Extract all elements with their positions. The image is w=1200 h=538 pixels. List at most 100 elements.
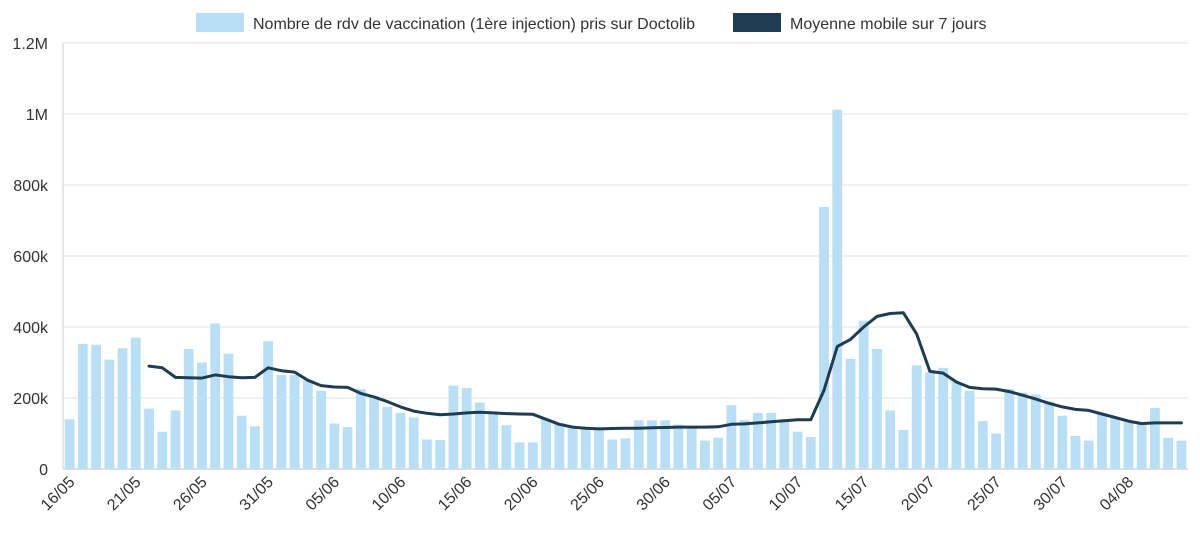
bar bbox=[355, 389, 366, 469]
bar bbox=[541, 419, 551, 469]
y-tick-label: 1M bbox=[26, 107, 48, 124]
y-tick-label: 400k bbox=[13, 320, 49, 337]
bar bbox=[488, 412, 499, 469]
bar bbox=[395, 412, 406, 469]
x-tick-label: 15/07 bbox=[832, 474, 872, 514]
bar bbox=[819, 207, 829, 469]
y-tick-label: 600k bbox=[13, 249, 49, 266]
bar bbox=[647, 420, 657, 469]
bar bbox=[223, 353, 234, 469]
bar bbox=[554, 422, 565, 469]
legend-label-bars: Nombre de rdv de vaccination (1ère injec… bbox=[253, 16, 695, 33]
bar bbox=[289, 374, 300, 469]
bar bbox=[594, 427, 604, 469]
bar bbox=[858, 320, 869, 469]
bar bbox=[1070, 435, 1081, 469]
bar bbox=[527, 442, 538, 469]
x-tick-label: 20/07 bbox=[898, 474, 938, 514]
x-tick-label: 05/07 bbox=[700, 474, 740, 514]
moving-average-line bbox=[147, 311, 1183, 431]
x-tick-label: 25/06 bbox=[568, 474, 608, 514]
x-tick-label: 21/05 bbox=[104, 474, 144, 514]
bar bbox=[713, 437, 724, 469]
bar bbox=[766, 412, 776, 469]
bar bbox=[1083, 440, 1094, 469]
bar bbox=[210, 323, 221, 469]
bar bbox=[1097, 413, 1107, 469]
bar bbox=[1176, 440, 1187, 469]
bar bbox=[726, 405, 737, 469]
bar bbox=[91, 344, 101, 469]
y-tick-label: 0 bbox=[39, 462, 48, 479]
bar bbox=[805, 437, 816, 469]
bar bbox=[872, 349, 882, 469]
bar bbox=[580, 428, 591, 469]
bar bbox=[951, 382, 962, 469]
bar bbox=[1163, 437, 1174, 469]
bar bbox=[977, 421, 988, 469]
bar bbox=[263, 341, 274, 469]
gridlines bbox=[62, 42, 1188, 470]
bar bbox=[700, 440, 710, 469]
bar bbox=[157, 431, 168, 469]
bar bbox=[1123, 421, 1134, 469]
bar bbox=[144, 408, 154, 469]
bar bbox=[911, 365, 922, 469]
bar bbox=[422, 439, 432, 469]
bar bbox=[885, 410, 896, 469]
bar bbox=[183, 349, 194, 469]
y-axis: 0 200k 400k 600k 800k 1M 1.2M bbox=[12, 36, 49, 479]
bar bbox=[620, 438, 631, 469]
bar bbox=[686, 426, 697, 469]
bar bbox=[250, 426, 260, 469]
bar bbox=[514, 442, 525, 469]
bar bbox=[1136, 422, 1147, 469]
x-tick-label: 05/06 bbox=[303, 474, 343, 514]
bar bbox=[607, 439, 618, 469]
bar bbox=[170, 410, 181, 469]
bar bbox=[567, 427, 578, 469]
x-tick-label: 15/06 bbox=[435, 474, 475, 514]
bar bbox=[673, 424, 684, 469]
bar bbox=[475, 402, 485, 469]
bar bbox=[1110, 417, 1121, 469]
bar bbox=[276, 374, 287, 469]
bar bbox=[1030, 394, 1041, 469]
bar bbox=[925, 372, 935, 469]
moving-average-series bbox=[147, 311, 1183, 431]
y-tick-label: 200k bbox=[13, 391, 49, 408]
bar bbox=[369, 396, 379, 469]
x-tick-label: 10/07 bbox=[766, 474, 806, 514]
bar bbox=[316, 390, 326, 469]
bar bbox=[660, 420, 671, 469]
bar bbox=[342, 427, 353, 469]
bar bbox=[964, 390, 975, 469]
bar bbox=[408, 417, 419, 469]
bar bbox=[898, 429, 909, 469]
bar bbox=[302, 380, 313, 469]
x-tick-label: 31/05 bbox=[237, 474, 277, 514]
x-tick-label: 20/06 bbox=[501, 474, 541, 514]
x-tick-label: 25/07 bbox=[965, 474, 1005, 514]
bar bbox=[435, 439, 446, 469]
bar bbox=[329, 423, 340, 469]
bar bbox=[197, 362, 207, 469]
bar bbox=[448, 385, 459, 469]
bar bbox=[779, 419, 790, 469]
bar bbox=[832, 109, 843, 470]
bar bbox=[1057, 415, 1068, 469]
bar bbox=[792, 431, 803, 469]
y-tick-label: 1.2M bbox=[12, 36, 48, 53]
bar bbox=[130, 337, 141, 469]
bar bbox=[739, 420, 750, 469]
y-tick-label: 800k bbox=[13, 178, 49, 195]
legend-swatch-bars bbox=[196, 13, 244, 32]
bar bbox=[1004, 389, 1015, 469]
legend-swatch-line bbox=[733, 13, 781, 32]
legend-label-line: Moyenne mobile sur 7 jours bbox=[790, 16, 987, 33]
bar bbox=[77, 344, 88, 469]
bar bbox=[1150, 407, 1160, 469]
bar bbox=[104, 359, 115, 469]
